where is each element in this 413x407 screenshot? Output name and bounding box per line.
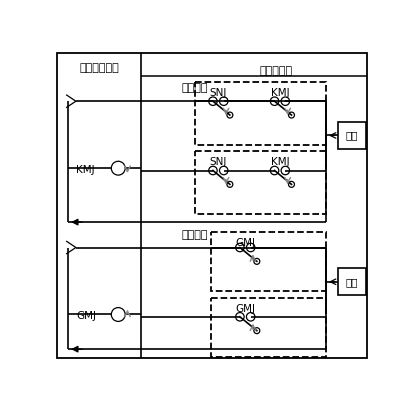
Bar — [337, 122, 365, 149]
Text: 屏蔽门设备室: 屏蔽门设备室 — [79, 63, 119, 73]
Text: GMJ: GMJ — [235, 238, 255, 248]
Text: GMJ: GMJ — [76, 311, 96, 321]
Text: KMJ: KMJ — [76, 165, 94, 175]
Bar — [337, 268, 365, 295]
Bar — [195, 151, 325, 214]
Text: 信号设备室: 信号设备室 — [259, 66, 292, 76]
Text: SNJ: SNJ — [209, 88, 226, 98]
Bar — [210, 298, 325, 357]
Text: 联锁: 联锁 — [345, 277, 357, 287]
Bar — [195, 82, 325, 145]
Text: KMJ: KMJ — [270, 158, 289, 167]
Text: GMJ: GMJ — [235, 304, 255, 314]
Text: SNJ: SNJ — [209, 158, 226, 167]
Text: 联锁: 联锁 — [345, 131, 357, 140]
Text: KMJ: KMJ — [270, 88, 289, 98]
Text: 开门命令: 开门命令 — [182, 83, 208, 94]
Bar — [210, 232, 325, 291]
Text: 关门命令: 关门命令 — [182, 230, 208, 240]
